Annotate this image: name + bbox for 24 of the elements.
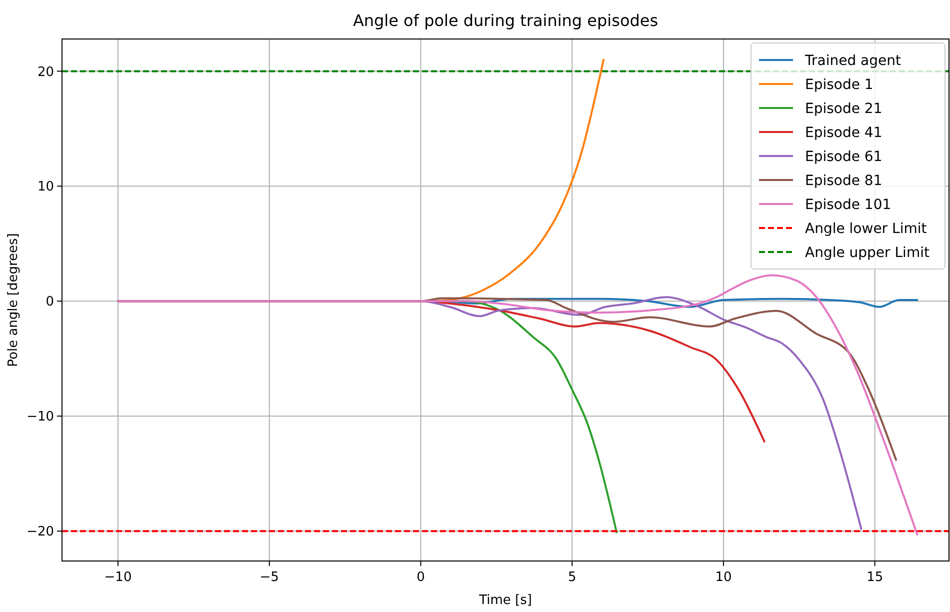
x-tick-label: 5	[568, 570, 576, 585]
y-axis-title: Pole angle [degrees]	[6, 233, 21, 367]
legend-label: Episode 81	[805, 172, 882, 189]
legend-label: Episode 41	[805, 124, 882, 141]
y-tick-label: 0	[46, 294, 54, 310]
legend-label: Episode 101	[805, 196, 892, 213]
legend-label: Episode 1	[805, 76, 874, 93]
legend-label: Episode 21	[805, 100, 882, 117]
legend-label: Episode 61	[805, 148, 882, 165]
x-axis-title: Time [s]	[478, 593, 532, 608]
x-tick-label: −10	[104, 570, 132, 585]
x-tick-label: −5	[260, 570, 279, 585]
y-tick-label: 20	[37, 64, 54, 80]
y-tick-label: −20	[26, 524, 54, 540]
chart-title: Angle of pole during training episodes	[352, 11, 658, 30]
line-series	[117, 274, 918, 536]
legend-label: Angle lower Limit	[805, 220, 928, 237]
y-tick-label: −10	[26, 410, 54, 425]
legend-label: Angle upper Limit	[805, 244, 930, 261]
x-tick-label: 15	[866, 570, 884, 585]
x-tick-label: 10	[715, 570, 732, 585]
y-tick-label: 10	[37, 180, 54, 195]
legend-label: Trained agent	[804, 52, 902, 69]
x-tick-label: 0	[416, 570, 425, 585]
